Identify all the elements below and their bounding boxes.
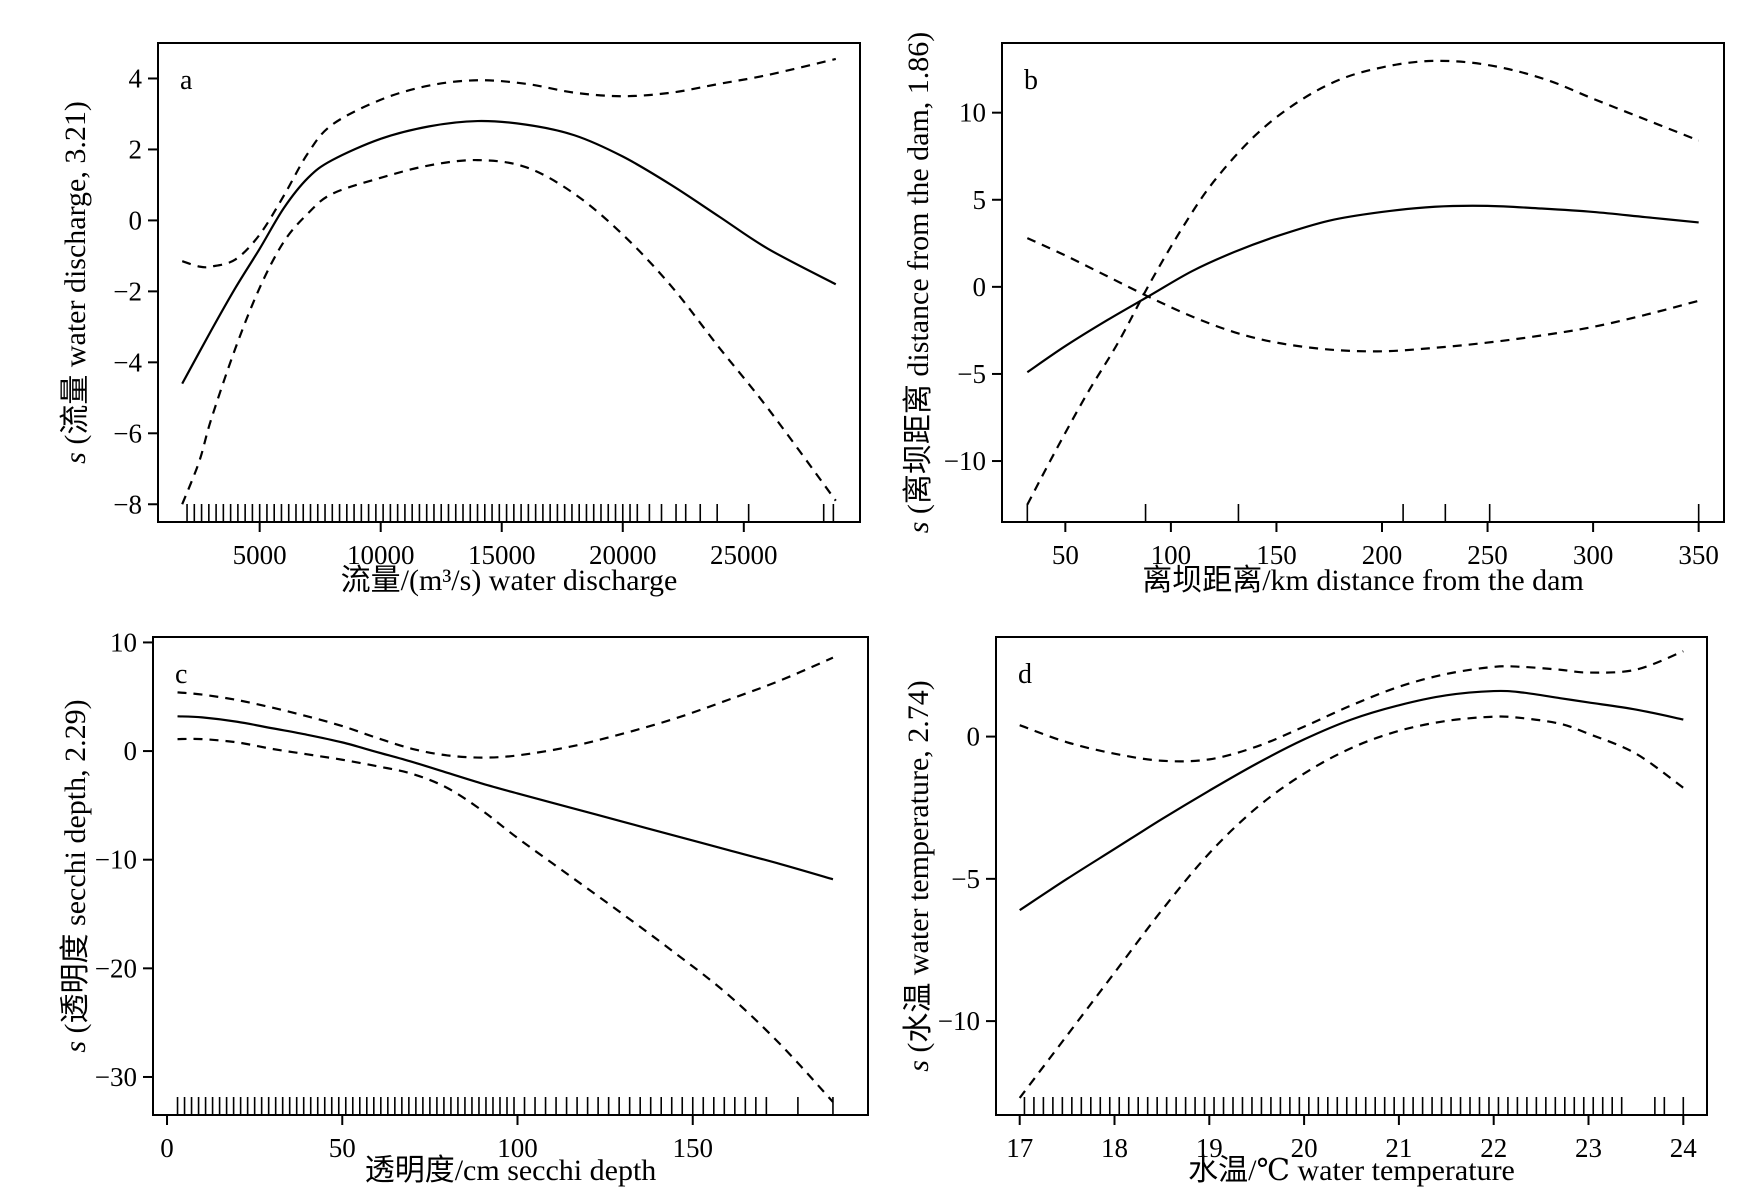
lower-confidence-band <box>1026 237 1699 353</box>
panel-letter: a <box>180 65 193 96</box>
y-tick-label: −5 <box>957 359 986 389</box>
x-tick-label: 23 <box>1575 1133 1602 1163</box>
y-tick-label: 0 <box>967 722 981 752</box>
rug-plot <box>1026 504 1700 522</box>
x-tick-label: 0 <box>160 1133 174 1163</box>
x-tick-label: 5000 <box>233 540 287 570</box>
y-tick-label: −8 <box>113 489 142 519</box>
x-tick-label: 50 <box>1052 540 1079 570</box>
x-tick-label: 15000 <box>468 540 536 570</box>
y-axis-title: s (水温 water temperature, 2.74) <box>902 680 935 1072</box>
x-tick-label: 20000 <box>589 540 657 570</box>
y-tick-label: −30 <box>95 1062 137 1092</box>
y-tick-label: −5 <box>951 864 980 894</box>
x-tick-label: 250 <box>1467 540 1508 570</box>
panel-a: 5000 10000 15000 20000 25000 −8 −6 −4 −2 0 2 4 a 流量/(… <box>59 42 861 597</box>
y-axis-title: s (离坝距离 distance from the dam, 1.86) <box>902 32 935 534</box>
y-tick-label: 10 <box>110 627 137 657</box>
upper-confidence-band <box>1026 59 1700 506</box>
x-tick-label: 17 <box>1006 1133 1033 1163</box>
x-tick-label: 100 <box>1151 540 1192 570</box>
x-axis-title: 流量/(m³/s) water discharge <box>341 564 678 597</box>
lower-confidence-band <box>1018 715 1684 1099</box>
x-axis-title: 离坝距离/km distance from the dam <box>1142 564 1584 597</box>
y-tick-label: −2 <box>113 276 142 306</box>
x-axis-title: 透明度/cm secchi depth <box>365 1154 657 1187</box>
panel-letter: d <box>1018 659 1032 690</box>
y-tick-label: 2 <box>129 134 143 164</box>
plot-frame <box>1001 42 1725 523</box>
x-tick-label: 300 <box>1573 540 1614 570</box>
x-tick-label: 25000 <box>710 540 778 570</box>
y-tick-label: 0 <box>124 736 138 766</box>
x-tick-label: 19 <box>1196 1133 1223 1163</box>
x-axis-title: 水温/℃ water temperature <box>1188 1154 1515 1187</box>
fitted-curve <box>1026 204 1699 374</box>
y-tick-label: 10 <box>959 98 986 128</box>
x-tick-label: 20 <box>1291 1133 1318 1163</box>
upper-confidence-band <box>177 656 834 759</box>
y-tick-label: 0 <box>129 205 143 235</box>
y-tick-label: −10 <box>938 1006 980 1036</box>
plot-frame <box>152 636 869 1116</box>
y-tick-label: 0 <box>973 272 987 302</box>
rug-plot <box>186 504 835 522</box>
panel-letter: b <box>1024 65 1038 96</box>
rug-plot <box>176 1097 834 1115</box>
y-tick-label: −10 <box>944 446 986 476</box>
lower-confidence-band <box>177 737 834 1103</box>
upper-confidence-band <box>181 57 837 269</box>
y-tick-label: 4 <box>129 63 143 93</box>
panel-c: 0 50 100 150 −30 −20 −10 0 10 c 透明度/cm secchi dept… <box>59 627 869 1187</box>
x-tick-label: 50 <box>329 1133 356 1163</box>
x-tick-label: 150 <box>1256 540 1297 570</box>
x-tick-label: 10000 <box>347 540 415 570</box>
y-tick-label: −4 <box>113 347 142 377</box>
panel-d: 17 18 19 20 21 22 23 24 −10 −5 0 d 水温/℃ water temper… <box>902 636 1708 1187</box>
x-tick-label: 150 <box>673 1133 714 1163</box>
fitted-curve <box>1019 689 1684 912</box>
plot-frame <box>157 42 861 523</box>
lower-confidence-band <box>181 158 837 505</box>
x-tick-label: 18 <box>1101 1133 1128 1163</box>
x-tick-label: 22 <box>1480 1133 1507 1163</box>
plot-frame <box>995 636 1708 1116</box>
y-axis-title: s (透明度 secchi depth, 2.29) <box>59 699 92 1052</box>
x-tick-label: 100 <box>497 1133 538 1163</box>
panel-letter: c <box>175 659 187 690</box>
y-tick-label: −6 <box>113 418 142 448</box>
fitted-curve <box>177 715 834 881</box>
rug-plot <box>1023 1097 1685 1115</box>
x-tick-label: 24 <box>1670 1133 1698 1163</box>
x-tick-label: 21 <box>1385 1133 1412 1163</box>
y-axis-title: s (流量 water discharge, 3.21) <box>59 101 92 464</box>
panel-b: 50 100 150 200 250 300 350 −10 −5 0 5 10 b 离坝距离/km di… <box>902 32 1725 597</box>
y-tick-label: 5 <box>973 185 987 215</box>
y-tick-label: −10 <box>95 845 137 875</box>
y-tick-label: −20 <box>95 953 137 983</box>
upper-confidence-band <box>1019 650 1684 763</box>
fitted-curve <box>181 119 837 385</box>
x-tick-label: 200 <box>1362 540 1403 570</box>
x-tick-label: 350 <box>1678 540 1719 570</box>
